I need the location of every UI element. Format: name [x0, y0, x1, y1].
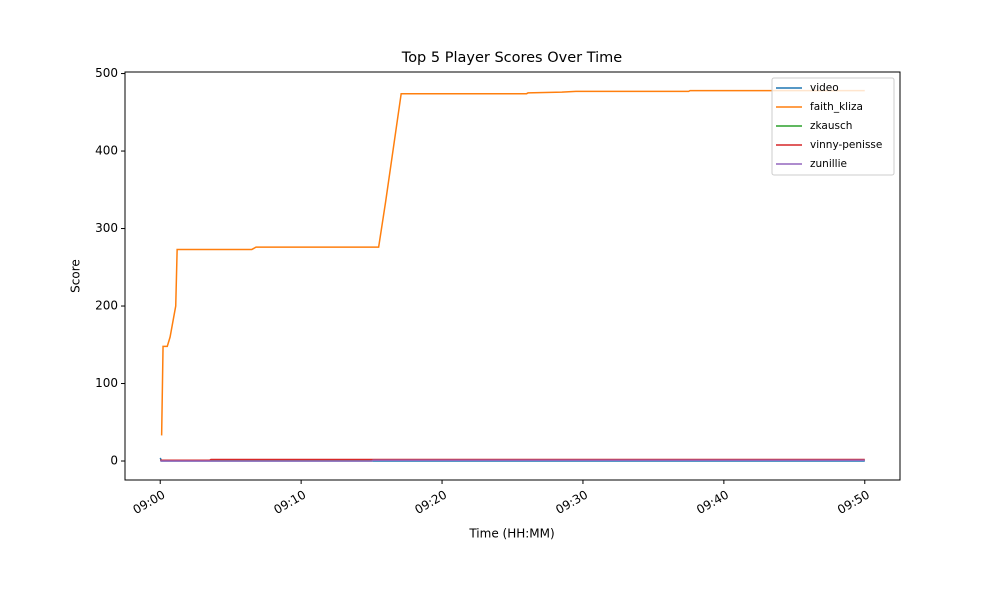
x-tick-label: 09:30: [553, 488, 590, 517]
legend-label: zunillie: [810, 158, 847, 170]
x-tick-label: 09:10: [271, 488, 308, 517]
x-tick-label: 09:40: [694, 488, 731, 517]
legend-label: zkausch: [810, 120, 852, 132]
y-axis-label: Score: [69, 259, 83, 293]
series-line: [160, 458, 865, 461]
y-tick-label: 100: [95, 376, 118, 390]
legend-label: video: [810, 82, 839, 94]
x-axis-label: Time (HH:MM): [468, 527, 554, 541]
y-tick-label: 200: [95, 299, 118, 313]
chart-title: Top 5 Player Scores Over Time: [401, 50, 622, 66]
legend-box: [771, 77, 895, 176]
series-line: [160, 459, 865, 462]
legend-label: faith_kliza: [810, 101, 863, 113]
y-tick-label: 400: [95, 144, 118, 158]
plot-frame: [124, 71, 901, 481]
x-tick-label: 09:00: [131, 488, 168, 517]
series-line: [160, 89, 865, 436]
y-tick-label: 0: [110, 454, 118, 468]
y-tick-label: 500: [95, 66, 118, 80]
legend-label: vinny-penisse: [810, 139, 882, 151]
x-tick-label: 09:20: [412, 488, 449, 517]
y-tick-label: 300: [95, 221, 118, 235]
x-tick-label: 09:50: [835, 488, 872, 517]
